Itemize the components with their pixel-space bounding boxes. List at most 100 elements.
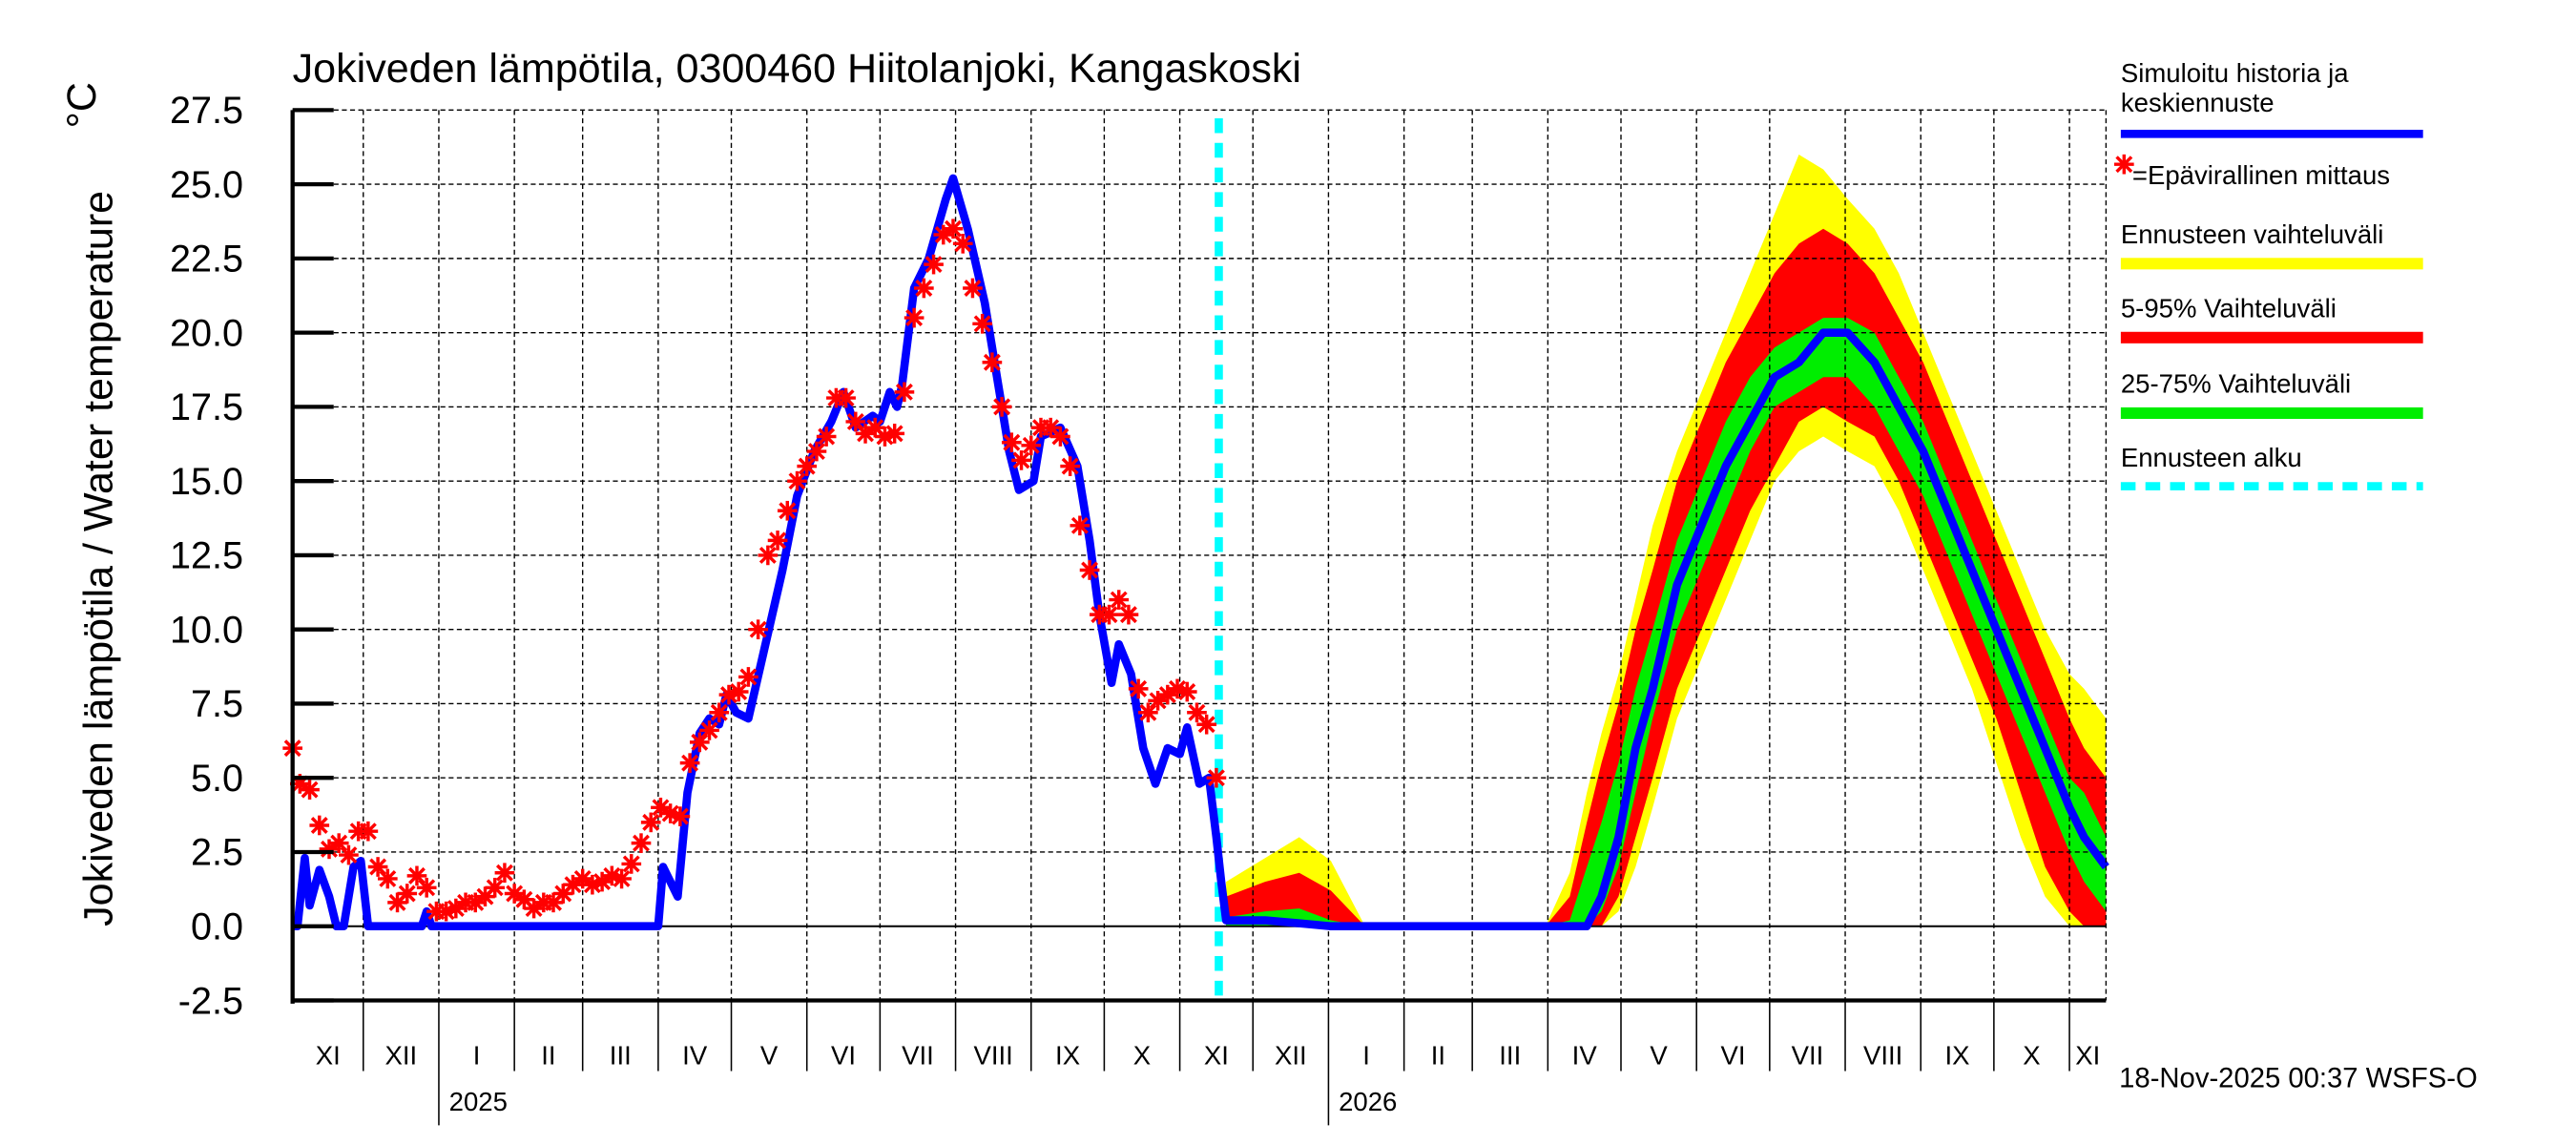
y-tick-label: 25.0 [170, 164, 243, 206]
y-tick-label: 20.0 [170, 312, 243, 354]
observation-point [963, 278, 983, 299]
observation-point [1021, 435, 1042, 456]
observation-point [670, 806, 691, 826]
legend-range-5-95-label: 5-95% Vaihteluväli [2121, 293, 2337, 323]
month-label: IV [1572, 1041, 1598, 1071]
observation-point [952, 233, 973, 254]
legend-simulated-label-2: keskiennuste [2121, 88, 2275, 117]
observation-point [679, 753, 700, 773]
y-tick-label: 10.0 [170, 609, 243, 651]
legend-range-5-95-swatch [2120, 331, 2423, 344]
chart-title: Jokiveden lämpötila, 0300460 Hiitolanjok… [293, 46, 1301, 92]
month-label: VIII [1863, 1041, 1902, 1071]
observation-point [1109, 590, 1130, 610]
month-label: VI [1721, 1041, 1746, 1071]
legend-observed-star-icon [2113, 154, 2134, 175]
observation-point [894, 382, 915, 403]
month-label: X [1133, 1041, 1151, 1071]
month-label: VI [831, 1041, 856, 1071]
observation-point [494, 863, 515, 884]
observation-point [397, 884, 418, 904]
observation-point [1079, 560, 1100, 580]
observation-point [485, 877, 506, 898]
observation-point [787, 470, 807, 491]
observation-point [328, 833, 349, 853]
observation-point [621, 854, 642, 874]
month-label: XI [316, 1041, 341, 1071]
observation-point [836, 387, 856, 408]
observation-point [982, 352, 1003, 373]
month-label: VIII [973, 1041, 1012, 1071]
forecast-bands [1226, 155, 2107, 926]
legend-range-25-75-swatch [2120, 406, 2423, 420]
month-label: XII [385, 1041, 418, 1071]
observation-point [914, 278, 934, 299]
legend-forecast-start-label: Ennusteen alku [2121, 443, 2302, 472]
legend-range-25-75-label: 25-75% Vaihteluväli [2121, 368, 2351, 398]
observation-point [767, 531, 788, 551]
month-label: XI [1204, 1041, 1229, 1071]
axes: -2.5 0.0 2.5 5.0 7.5 10.0 12.5 15.0 17.5 20.0 22.5… [170, 90, 2108, 1126]
y-tick-label: 17.5 [170, 386, 243, 428]
observation-point [309, 815, 330, 836]
month-label: III [610, 1041, 632, 1071]
month-label: X [2023, 1041, 2040, 1071]
month-label: I [473, 1041, 481, 1071]
observation-point [884, 424, 905, 444]
observation-point [709, 702, 730, 723]
observation-point [1176, 681, 1197, 702]
y-tick-label: 15.0 [170, 461, 243, 503]
observation-point [1060, 456, 1080, 476]
month-label: XI [2075, 1041, 2100, 1071]
observation-point [943, 219, 964, 239]
legend-range-full-label: Ennusteen vaihteluväli [2121, 219, 2384, 249]
observation-point [1206, 767, 1227, 788]
y-axis-unit: °C [59, 82, 105, 128]
month-label: VII [902, 1041, 934, 1071]
observation-point [904, 307, 924, 328]
legend: Simuloitu historia ja keskiennuste =Epäv… [2113, 58, 2423, 490]
observation-point [991, 397, 1012, 417]
observation-point [1099, 604, 1119, 625]
observation-point [640, 812, 661, 833]
observation-point [612, 868, 632, 889]
observation-point [972, 313, 992, 334]
y-axis-label: Jokiveden lämpötila / Water temperature [75, 191, 121, 926]
observation-point [1128, 678, 1149, 699]
y-tick-label: 22.5 [170, 239, 243, 281]
y-tick-label: 5.0 [191, 758, 243, 800]
observation-point [631, 833, 652, 853]
grid-lines [292, 109, 2107, 1001]
observation-point [738, 667, 758, 687]
timestamp: 18-Nov-2025 00:37 WSFS-O [2119, 1064, 2478, 1094]
legend-range-full-swatch [2120, 258, 2423, 270]
month-label: IX [1055, 1041, 1080, 1071]
observation-point [806, 441, 827, 462]
observation-point [1196, 714, 1217, 735]
observation-point [416, 877, 437, 898]
observation-point [1011, 450, 1031, 470]
y-tick-label: 27.5 [170, 90, 243, 132]
y-tick-label: 7.5 [191, 683, 243, 725]
observation-point [436, 901, 456, 922]
month-label: IV [682, 1041, 708, 1071]
month-label: XII [1275, 1041, 1307, 1071]
legend-simulated-swatch [2120, 130, 2423, 138]
observation-point [1070, 515, 1091, 536]
month-label: IX [1945, 1041, 1970, 1071]
month-label: III [1499, 1041, 1521, 1071]
observation-point [816, 427, 837, 447]
series-layer [282, 117, 2109, 1001]
month-label: II [541, 1041, 555, 1071]
month-label: II [1431, 1041, 1445, 1071]
observation-point [377, 868, 398, 889]
year-label: 2025 [449, 1087, 508, 1116]
legend-observed-label: =Epävirallinen mittaus [2132, 160, 2390, 190]
observation-point [1118, 604, 1139, 625]
observation-point [748, 619, 768, 640]
observation-point [777, 500, 798, 521]
y-tick-label: 12.5 [170, 535, 243, 577]
observation-point [728, 681, 749, 702]
month-label: V [760, 1041, 779, 1071]
